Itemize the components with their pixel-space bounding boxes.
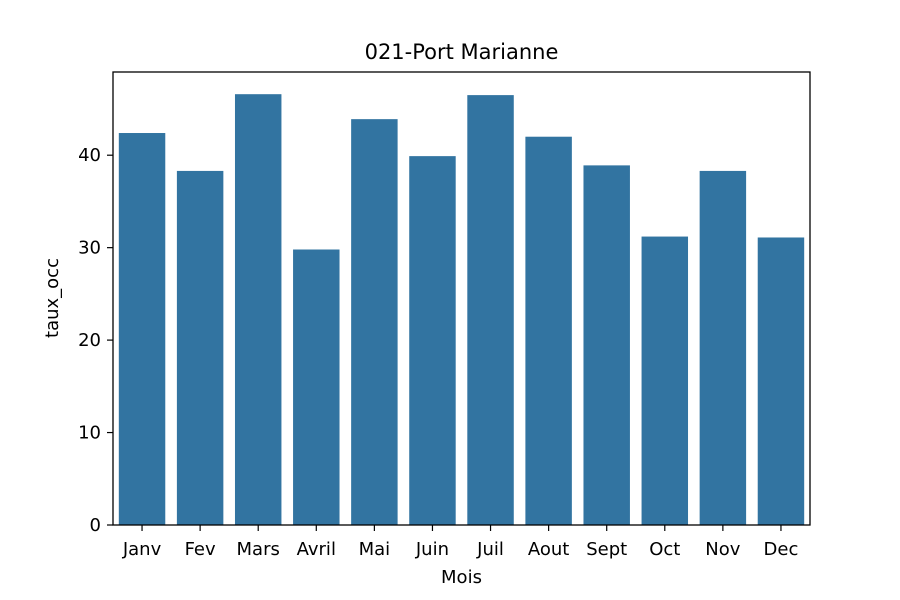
x-tick-label: Dec xyxy=(764,539,799,560)
x-tick-label: Juin xyxy=(415,539,449,560)
x-axis-label: Mois xyxy=(441,567,482,588)
bar-mars xyxy=(234,94,282,526)
x-tick-label: Avril xyxy=(297,539,336,560)
bars-group xyxy=(118,94,805,526)
y-tick-label: 20 xyxy=(78,330,101,351)
bar-mai xyxy=(351,119,398,525)
x-tick-label: Juil xyxy=(476,539,504,560)
plot-frame xyxy=(112,71,811,526)
x-tick-label: Mars xyxy=(237,539,280,560)
y-axis-label: taux_occ xyxy=(42,258,63,338)
x-tick-label: Fev xyxy=(185,539,216,560)
x-tick-label: Aout xyxy=(528,539,569,560)
bar-oct xyxy=(641,236,689,525)
bar-fev xyxy=(176,170,224,525)
bar-janv xyxy=(118,133,166,525)
y-tick-label: 30 xyxy=(78,238,101,259)
bar-avril xyxy=(293,249,340,525)
x-tick-label: Mai xyxy=(359,539,391,560)
bar-sept xyxy=(583,165,630,525)
bar-juin xyxy=(409,156,456,525)
y-tick-label: 40 xyxy=(78,145,101,166)
chart-title: 021-Port Marianne xyxy=(365,40,559,64)
x-tick-label: Sept xyxy=(586,539,627,560)
bar-nov xyxy=(699,170,747,525)
y-tick-label: 0 xyxy=(90,515,101,536)
x-tick-label: Oct xyxy=(649,539,680,560)
y-tick-label: 10 xyxy=(78,423,101,444)
x-tick-label: Nov xyxy=(705,539,740,560)
bar-juil xyxy=(467,95,514,525)
bar-dec xyxy=(757,237,805,525)
x-axis-ticks: Janv Fev Mars Avril Mai Juin Juil Aout Sept Oct No… xyxy=(122,525,799,560)
y-axis-ticks: 0 10 20 30 40 xyxy=(78,145,113,536)
x-tick-label: Janv xyxy=(122,539,162,560)
bar-aout xyxy=(525,136,572,525)
